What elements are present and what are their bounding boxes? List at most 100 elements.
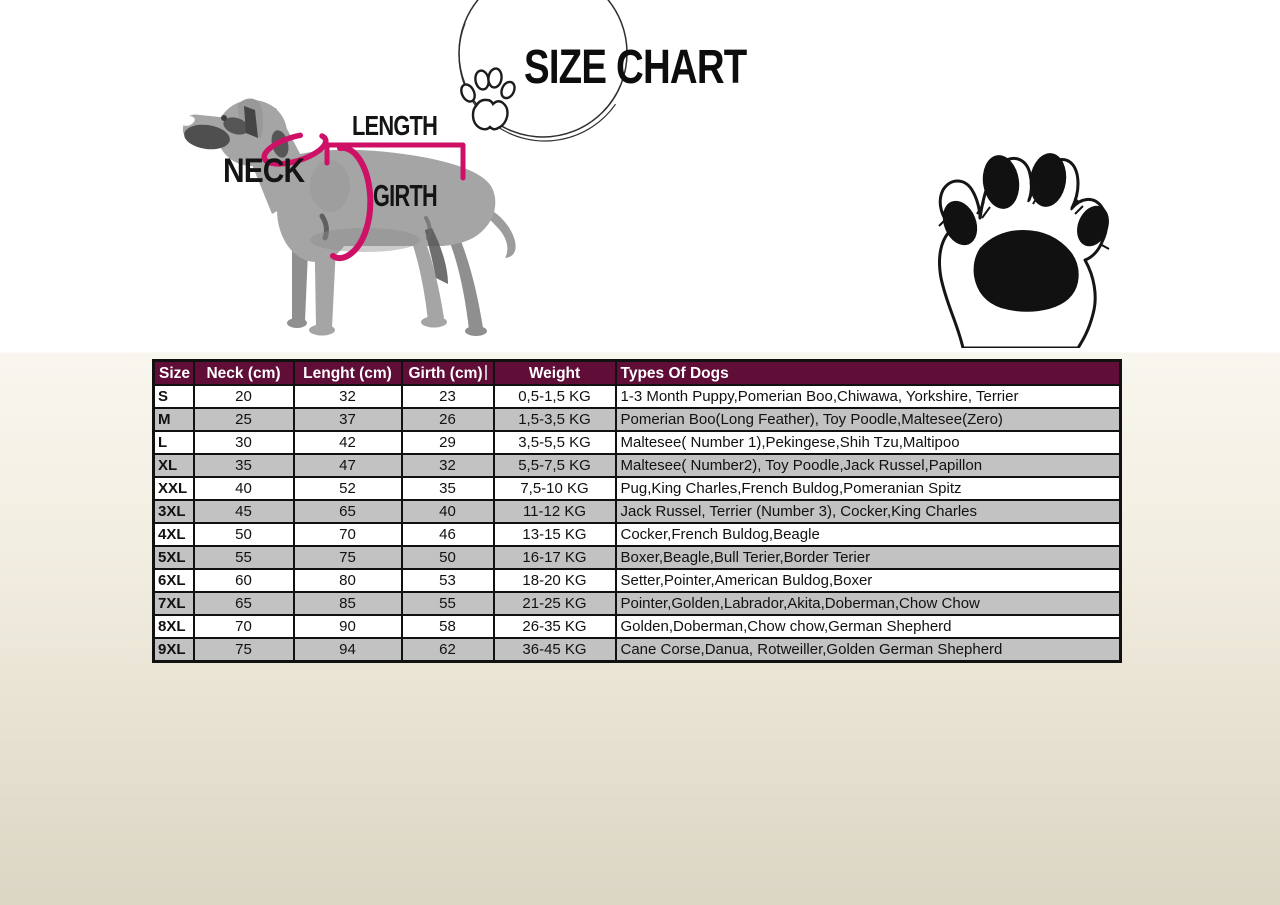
table-cell: 70 [292, 522, 403, 547]
length-measure-bracket [324, 142, 466, 181]
header-cell: Lenght (cm) [292, 359, 403, 386]
size-cell: XXL [152, 476, 195, 501]
size-cell: M [152, 407, 195, 432]
header-cell: Types Of Dogs [614, 359, 1122, 386]
table-cell: 37 [292, 407, 403, 432]
table-cell: Boxer,Beagle,Bull Terier,Border Terier [614, 545, 1122, 570]
girth-measure-arc [330, 144, 374, 262]
table-row: 6XL 60 80 53 18-20 KG Setter,Pointer,American… [152, 568, 1122, 593]
table-cell: Maltesee( Number2), Toy Poodle,Jack Russ… [614, 453, 1122, 478]
table-cell: 0,5-1,5 KG [492, 384, 617, 409]
size-cell: 6XL [152, 568, 195, 593]
table-cell: 30 [192, 430, 295, 455]
table-cell: Jack Russel, Terrier (Number 3), Cocker,… [614, 499, 1122, 524]
size-cell: 3XL [152, 499, 195, 524]
table-cell: 42 [292, 430, 403, 455]
table-cell: 26 [400, 407, 495, 432]
table-cell: Pomerian Boo(Long Feather), Toy Poodle,M… [614, 407, 1122, 432]
neck-label: NECK [223, 152, 305, 190]
table-cell: 50 [400, 545, 495, 570]
table-cell: 60 [192, 568, 295, 593]
table-cell: 65 [292, 499, 403, 524]
table-cell: 18-20 KG [492, 568, 617, 593]
neck-measure-ring [261, 131, 329, 167]
table-body: S 20 32 23 0,5-1,5 KG 1-3 Month Puppy,Pomeria… [152, 384, 1122, 663]
table-row: 7XL 65 85 55 21-25 KG Pointer,Golden,Labrador… [152, 591, 1122, 616]
table-row: S 20 32 23 0,5-1,5 KG 1-3 Month Puppy,Pomeria… [152, 384, 1122, 409]
size-cell: 5XL [152, 545, 195, 570]
table-cell: 58 [400, 614, 495, 639]
header-row: Size Neck (cm) Lenght (cm) Girth (cm) Weight… [152, 359, 1122, 386]
table-cell: 94 [292, 637, 403, 663]
measurement-marks [261, 131, 466, 262]
dog-markings [181, 106, 448, 284]
table-cell: 75 [292, 545, 403, 570]
table-cell: 90 [292, 614, 403, 639]
length-label: LENGTH [352, 110, 438, 141]
table-cell: 40 [400, 499, 495, 524]
table-row: 3XL 45 65 40 11-12 KG Jack Russel, Terrier (N… [152, 499, 1122, 524]
header-cell: Girth (cm) [400, 359, 495, 386]
title-circle-decoration [458, 0, 632, 142]
table-cell: 1-3 Month Puppy,Pomerian Boo,Chiwawa, Yo… [614, 384, 1122, 409]
table-cell: 35 [400, 476, 495, 501]
table-cell: 40 [192, 476, 295, 501]
size-cell: 9XL [152, 637, 195, 663]
table-row: XXL 40 52 35 7,5-10 KG Pug,King Charles,Frenc… [152, 476, 1122, 501]
table-row: 4XL 50 70 46 13-15 KG Cocker,French Buldog,Be… [152, 522, 1122, 547]
dog-illustration [181, 98, 516, 336]
table-cell: 62 [400, 637, 495, 663]
table-cell: 29 [400, 430, 495, 455]
table-cell: 75 [192, 637, 295, 663]
girth-label: GIRTH [373, 178, 438, 213]
table-cell: 16-17 KG [492, 545, 617, 570]
table-row: 8XL 70 90 58 26-35 KG Golden,Doberman,Chow ch… [152, 614, 1122, 639]
table-cell: 32 [292, 384, 403, 409]
table-cell: 52 [292, 476, 403, 501]
size-chart-table: Size Neck (cm) Lenght (cm) Girth (cm) Weight… [152, 359, 1122, 663]
table-cell: 35 [192, 453, 295, 478]
table-cell: 53 [400, 568, 495, 593]
table-cell: 50 [192, 522, 295, 547]
size-cell: 7XL [152, 591, 195, 616]
table-cell: 55 [192, 545, 295, 570]
table-cell: 1,5-3,5 KG [492, 407, 617, 432]
table-cell: 70 [192, 614, 295, 639]
header-cell: Neck (cm) [192, 359, 295, 386]
table-cell: 36-45 KG [492, 637, 617, 663]
table-row: XL 35 47 32 5,5-7,5 KG Maltesee( Number2), To… [152, 453, 1122, 478]
header-cell: Weight [492, 359, 617, 386]
size-cell: 4XL [152, 522, 195, 547]
table-cell: Golden,Doberman,Chow chow,German Shepher… [614, 614, 1122, 639]
table-cell: 23 [400, 384, 495, 409]
table-cell: 13-15 KG [492, 522, 617, 547]
table-row: 5XL 55 75 50 16-17 KG Boxer,Beagle,Bull Terie… [152, 545, 1122, 570]
table-row: M 25 37 26 1,5-3,5 KG Pomerian Boo(Long Feath… [152, 407, 1122, 432]
table-cell: 11-12 KG [492, 499, 617, 524]
table-cell: 46 [400, 522, 495, 547]
table-cell: 21-25 KG [492, 591, 617, 616]
paw-large-icon [938, 153, 1110, 348]
table-cell: Pug,King Charles,French Buldog,Pomerania… [614, 476, 1122, 501]
table-row: 9XL 75 94 62 36-45 KG Cane Corse,Danua, Rotwe… [152, 637, 1122, 663]
dog-body [182, 98, 516, 336]
table-cell: Pointer,Golden,Labrador,Akita,Doberman,C… [614, 591, 1122, 616]
table-cell: Maltesee( Number 1),Pekingese,Shih Tzu,M… [614, 430, 1122, 455]
table-cell: 85 [292, 591, 403, 616]
table-cell: 20 [192, 384, 295, 409]
table-cell: 25 [192, 407, 295, 432]
paw-outline-icon [460, 67, 516, 131]
table-cell: 3,5-5,5 KG [492, 430, 617, 455]
table-cell: 26-35 KG [492, 614, 617, 639]
table-cell: 7,5-10 KG [492, 476, 617, 501]
table-cell: 65 [192, 591, 295, 616]
size-cell: 8XL [152, 614, 195, 639]
size-cell: XL [152, 453, 195, 478]
table-cell: 45 [192, 499, 295, 524]
header-cell: Size [152, 359, 195, 386]
page-title: SIZE CHART [524, 41, 747, 94]
table-row: L 30 42 29 3,5-5,5 KG Maltesee( Number 1),Pek… [152, 430, 1122, 455]
text-cursor [484, 364, 487, 380]
table-cell: 5,5-7,5 KG [492, 453, 617, 478]
